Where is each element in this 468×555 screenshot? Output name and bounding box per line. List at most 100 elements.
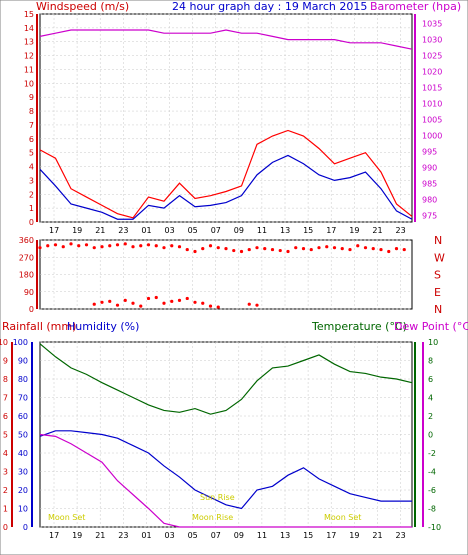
direction-point bbox=[53, 243, 58, 247]
wind-tick-label: 4 bbox=[29, 163, 34, 172]
wind-tick-label: 9 bbox=[29, 93, 34, 102]
baro-tick-label: 985 bbox=[422, 180, 437, 189]
direction-point bbox=[108, 244, 112, 248]
temp-tick-label: 4 bbox=[428, 394, 433, 403]
direction-point bbox=[170, 244, 174, 248]
direction-point bbox=[123, 298, 127, 302]
direction-point bbox=[371, 247, 375, 251]
direction-point bbox=[325, 245, 329, 249]
direction-point bbox=[69, 242, 73, 246]
wind-tick-label: 6 bbox=[29, 135, 34, 144]
wind-avg-line bbox=[39, 154, 413, 220]
direction-point bbox=[270, 247, 275, 252]
direction-point bbox=[154, 244, 158, 248]
time-tick-label: 23 bbox=[118, 531, 128, 540]
compass-label: E bbox=[434, 286, 441, 299]
humidity-tick-label: 40 bbox=[18, 449, 28, 458]
wind-tick-label: 7 bbox=[29, 121, 34, 130]
direction-point bbox=[92, 246, 96, 250]
direction-point bbox=[309, 247, 313, 252]
baro-tick-label: 1030 bbox=[422, 36, 442, 45]
time-tick-label: 19 bbox=[349, 531, 359, 540]
baro-tick-label: 980 bbox=[422, 196, 437, 205]
direction-point bbox=[131, 245, 135, 249]
rain-tick-label: 5 bbox=[3, 431, 8, 440]
time-tick-label: 19 bbox=[72, 226, 82, 235]
direction-point bbox=[286, 249, 290, 254]
direction-point bbox=[115, 303, 120, 307]
wind-tick-label: 12 bbox=[24, 52, 34, 61]
direction-point bbox=[208, 304, 213, 308]
direction-point bbox=[332, 246, 337, 250]
direction-point bbox=[77, 244, 81, 248]
compass-label: W bbox=[434, 251, 445, 264]
rain-tick-label: 9 bbox=[3, 357, 8, 366]
time-tick-label: 21 bbox=[95, 226, 105, 235]
direction-tick-label: 90 bbox=[24, 288, 34, 297]
direction-point bbox=[301, 247, 306, 251]
humidity-tick-label: 20 bbox=[18, 486, 28, 495]
baro-tick-label: 995 bbox=[422, 148, 437, 157]
rain-tick-label: 6 bbox=[3, 412, 8, 421]
direction-point bbox=[394, 247, 399, 251]
direction-point bbox=[84, 243, 89, 247]
direction-point bbox=[46, 244, 50, 248]
time-tick-label: 19 bbox=[72, 531, 82, 540]
baro-tick-label: 1010 bbox=[422, 100, 442, 109]
direction-point bbox=[239, 249, 244, 254]
direction-point bbox=[100, 300, 104, 304]
rain-humidity-temp-panel: Rainfall (mm)Humidity (%) Temperature (°C… bbox=[0, 320, 468, 540]
astro-annotation: Moon Set bbox=[48, 513, 85, 522]
time-tick-label: 11 bbox=[257, 531, 267, 540]
humidity-line bbox=[39, 430, 412, 510]
temp-tick-label: 2 bbox=[428, 412, 433, 421]
wind-gust-line bbox=[39, 129, 413, 219]
temp-tick-label: 0 bbox=[428, 431, 433, 440]
time-tick-label: 11 bbox=[257, 226, 267, 235]
direction-point bbox=[348, 247, 352, 252]
time-tick-label: 15 bbox=[303, 531, 313, 540]
direction-point bbox=[131, 301, 135, 305]
direction-point bbox=[185, 247, 189, 252]
time-tick-label: 09 bbox=[234, 531, 244, 540]
wind-tick-label: 10 bbox=[24, 79, 34, 88]
direction-point bbox=[263, 247, 267, 251]
direction-point bbox=[232, 248, 236, 253]
wind-tick-label: 1 bbox=[29, 204, 34, 213]
baro-tick-label: 990 bbox=[422, 164, 437, 173]
rain-tick-label: 3 bbox=[3, 468, 8, 477]
wind-tick-label: 14 bbox=[24, 24, 34, 33]
baro-tick-label: 1000 bbox=[422, 132, 442, 141]
direction-point bbox=[185, 296, 189, 301]
wind-tick-label: 3 bbox=[29, 176, 34, 185]
direction-point bbox=[278, 248, 282, 253]
direction-point bbox=[247, 247, 251, 252]
direction-point bbox=[146, 243, 151, 247]
time-tick-label: 23 bbox=[396, 531, 406, 540]
humidity-tick-label: 0 bbox=[23, 523, 28, 532]
temp-tick-label: -8 bbox=[428, 505, 436, 514]
wind-tick-label: 15 bbox=[24, 10, 34, 19]
direction-point bbox=[340, 247, 344, 251]
baro-tick-label: 975 bbox=[422, 212, 437, 221]
rainfall-label: Rainfall (mm) bbox=[2, 320, 76, 333]
rain-tick-label: 8 bbox=[3, 375, 8, 384]
direction-point bbox=[193, 300, 197, 304]
direction-point bbox=[177, 298, 182, 302]
direction-point bbox=[255, 246, 259, 250]
wind-tick-label: 0 bbox=[29, 218, 34, 227]
baro-tick-label: 1025 bbox=[422, 52, 442, 61]
direction-point bbox=[108, 299, 112, 303]
direction-point bbox=[201, 301, 205, 305]
humidity-tick-label: 70 bbox=[18, 394, 28, 403]
time-tick-label: 19 bbox=[349, 226, 359, 235]
direction-tick-label: 0 bbox=[29, 305, 34, 314]
direction-tick-label: 180 bbox=[19, 271, 34, 280]
temperature-line bbox=[39, 343, 413, 415]
direction-point bbox=[356, 244, 360, 248]
time-tick-label: 17 bbox=[49, 226, 59, 235]
baro-tick-label: 1015 bbox=[422, 84, 442, 93]
direction-point bbox=[170, 299, 174, 303]
wind-barometer-panel: 17 19 21 23 01 03 05 07 09 11 13 15 17 19 21 2301234567… bbox=[24, 10, 443, 235]
